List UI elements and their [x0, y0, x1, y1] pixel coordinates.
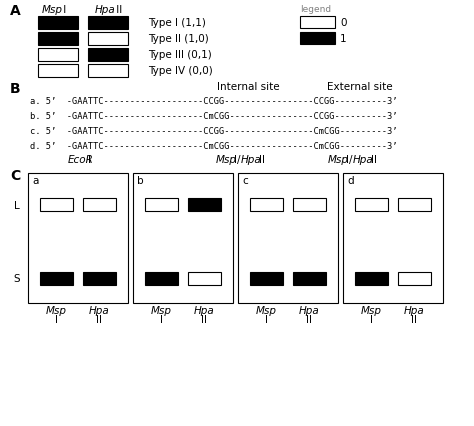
Text: II: II	[259, 155, 265, 164]
Text: Type IV (0,0): Type IV (0,0)	[148, 66, 213, 76]
Text: b: b	[137, 176, 144, 186]
Bar	[145, 272, 178, 285]
Text: Hpa: Hpa	[241, 155, 262, 164]
Text: Msp: Msp	[151, 305, 172, 315]
Bar	[38, 33, 78, 46]
Text: II: II	[411, 314, 418, 324]
Text: Msp: Msp	[216, 155, 237, 164]
Bar	[88, 65, 128, 78]
Text: I: I	[370, 314, 373, 324]
Text: II: II	[201, 314, 208, 324]
Bar	[88, 33, 128, 46]
Text: Type I (1,1): Type I (1,1)	[148, 18, 206, 29]
Bar	[88, 49, 128, 62]
Text: Msp: Msp	[256, 305, 277, 315]
Text: I: I	[55, 314, 58, 324]
Text: Internal site: Internal site	[217, 82, 279, 92]
Text: Hpa: Hpa	[299, 305, 320, 315]
Text: I: I	[160, 314, 163, 324]
Bar	[133, 173, 233, 303]
Bar	[300, 33, 335, 45]
Bar	[188, 199, 221, 211]
Bar	[343, 173, 443, 303]
Text: legend: legend	[300, 5, 331, 14]
Bar	[38, 65, 78, 78]
Bar	[88, 17, 128, 30]
Text: d: d	[347, 176, 354, 186]
Bar	[83, 199, 116, 211]
Text: L: L	[14, 201, 20, 210]
Text: Hpa: Hpa	[353, 155, 374, 164]
Text: II: II	[113, 5, 122, 15]
Text: A: A	[10, 4, 21, 18]
Text: a: a	[32, 176, 38, 186]
Bar	[355, 272, 388, 285]
Text: c. 5’  -GAATTC-------------------CCGG-----------------CmCGG---------3’: c. 5’ -GAATTC-------------------CCGG----…	[30, 127, 398, 136]
Text: Msp: Msp	[42, 5, 63, 15]
Bar	[250, 272, 283, 285]
Bar	[238, 173, 338, 303]
Bar	[38, 17, 78, 30]
Text: 1: 1	[340, 34, 346, 44]
Bar	[398, 199, 431, 211]
Text: I: I	[88, 155, 91, 164]
Text: Msp: Msp	[46, 305, 67, 315]
Text: I: I	[265, 314, 268, 324]
Bar	[300, 17, 335, 29]
Text: b. 5’  -GAATTC-------------------CmCGG----------------CCGG----------3’: b. 5’ -GAATTC-------------------CmCGG---…	[30, 112, 398, 121]
Text: c: c	[242, 176, 248, 186]
Bar	[28, 173, 128, 303]
Text: a. 5’  -GAATTC-------------------CCGG-----------------CCGG----------3’: a. 5’ -GAATTC-------------------CCGG----…	[30, 97, 398, 106]
Text: Hpa: Hpa	[89, 305, 110, 315]
Text: II: II	[97, 314, 102, 324]
Text: II: II	[307, 314, 312, 324]
Text: Msp: Msp	[361, 305, 382, 315]
Text: Type II (1,0): Type II (1,0)	[148, 35, 209, 44]
Text: C: C	[10, 169, 20, 183]
Text: II: II	[371, 155, 377, 164]
Bar	[38, 49, 78, 62]
Bar	[293, 272, 326, 285]
Text: External site: External site	[327, 82, 393, 92]
Bar	[188, 272, 221, 285]
Bar	[40, 199, 73, 211]
Text: I/: I/	[346, 155, 353, 164]
Text: Msp: Msp	[328, 155, 349, 164]
Text: Hpa: Hpa	[194, 305, 215, 315]
Text: Hpa: Hpa	[95, 5, 116, 15]
Bar	[398, 272, 431, 285]
Bar	[250, 199, 283, 211]
Text: EcoR: EcoR	[68, 155, 94, 164]
Text: I/: I/	[234, 155, 240, 164]
Text: d. 5’  -GAATTC-------------------CmCGG----------------CmCGG---------3’: d. 5’ -GAATTC-------------------CmCGG---…	[30, 142, 398, 151]
Bar	[83, 272, 116, 285]
Text: B: B	[10, 82, 21, 96]
Bar	[145, 199, 178, 211]
Bar	[40, 272, 73, 285]
Bar	[293, 199, 326, 211]
Text: 0: 0	[340, 18, 346, 28]
Bar	[355, 199, 388, 211]
Text: I: I	[60, 5, 66, 15]
Text: Type III (0,1): Type III (0,1)	[148, 50, 212, 60]
Text: S: S	[13, 273, 20, 283]
Text: Hpa: Hpa	[404, 305, 425, 315]
